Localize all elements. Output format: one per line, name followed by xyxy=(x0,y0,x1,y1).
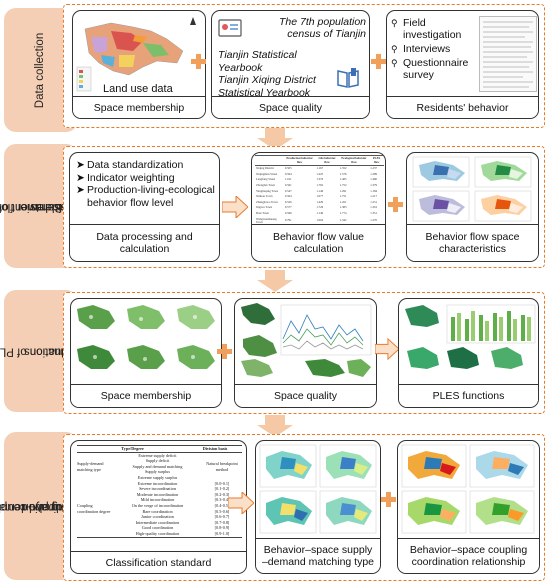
matching-type-caption: Behavior–space supply –demand matching ty… xyxy=(256,538,380,573)
land-use-label: Land use data xyxy=(103,83,173,95)
coupling-caption: Behavior–space coupling coordination rela… xyxy=(398,538,539,573)
land-maps-grid xyxy=(77,305,215,369)
behavior-flow-maps xyxy=(412,156,532,222)
card-space-quality: The 7th population census of Tianjin Tia… xyxy=(211,10,370,119)
data-processing-caption: Data processing and calculation xyxy=(70,224,219,261)
card-space-quality-charts: Space quality xyxy=(234,298,377,408)
space-quality-caption: Space quality xyxy=(235,384,376,407)
census-certificate-icon xyxy=(218,19,242,37)
land-use-map xyxy=(76,17,196,92)
search-icon: ⚲ xyxy=(391,44,398,54)
down-arrow-icon xyxy=(257,270,293,292)
ples-maps-bars xyxy=(405,304,536,369)
quality-line-chart xyxy=(241,303,372,377)
plus-icon xyxy=(191,54,206,69)
plus-icon xyxy=(388,197,403,212)
card-matching-type: Behavior–space supply –demand matching ty… xyxy=(255,440,381,574)
steps-list: ➤ Data standardization ➤ Indicator weighti… xyxy=(76,159,215,209)
card-ples-functions: PLES functions xyxy=(398,298,539,408)
plus-icon xyxy=(217,344,232,359)
stage-label: Data collection xyxy=(34,32,47,108)
coupling-maps xyxy=(401,444,535,534)
space-membership-caption: Space membership xyxy=(73,96,205,118)
card-data-processing: ➤ Data standardization ➤ Indicator weighti… xyxy=(69,152,220,262)
yearbook-labels: Tianjin Statistical Yearbook Tianjin Xiq… xyxy=(218,49,316,99)
card-classification: Type/Degree Division basis Supply-demand … xyxy=(70,440,247,574)
classification-table: Type/Degree Division basis Supply-demand … xyxy=(77,445,242,538)
down-arrow-icon xyxy=(257,128,293,150)
right-arrow-icon xyxy=(228,492,254,514)
card-residents-behavior: ⚲ Field investigation ⚲ Interviews ⚲ Questi… xyxy=(386,10,539,119)
card-land-use: Land use data Space membership xyxy=(72,10,206,119)
ples-functions-caption: PLES functions xyxy=(399,384,538,407)
card-space-membership-maps: Space membership xyxy=(70,298,222,408)
card-coupling-relationship: Behavior–space coupling coordination rela… xyxy=(397,440,540,574)
space-membership-caption: Space membership xyxy=(71,384,221,407)
stage-label: Behavior flow measurement of residents xyxy=(0,200,83,213)
search-icon: ⚲ xyxy=(391,18,398,28)
residents-behavior-caption: Residents' behavior xyxy=(387,96,538,118)
down-arrow-icon xyxy=(257,415,293,437)
classification-caption: Classification standard xyxy=(71,551,246,573)
card-behavior-space: Behavior flow space characteristics xyxy=(406,152,539,262)
right-arrow-icon xyxy=(222,196,248,218)
space-quality-caption: Space quality xyxy=(212,96,369,118)
census-label: The 7th population census of Tianjin xyxy=(279,16,366,40)
behavior-flow-table: Production behavior flow Life behavior fl… xyxy=(255,155,384,227)
book-icon xyxy=(337,68,359,88)
card-behavior-value: Production behavior flow Life behavior fl… xyxy=(251,152,386,262)
behavior-space-caption: Behavior flow space characteristics xyxy=(407,224,538,261)
search-icon: ⚲ xyxy=(391,58,398,68)
matching-type-maps xyxy=(259,444,377,534)
behavior-value-caption: Behavior flow value calculation xyxy=(252,224,385,261)
questionnaire-thumbnail xyxy=(479,16,537,92)
plus-icon xyxy=(371,54,386,69)
right-arrow-icon xyxy=(375,337,399,361)
survey-list: ⚲ Field investigation ⚲ Interviews ⚲ Questi… xyxy=(391,17,469,81)
plus-icon xyxy=(381,492,396,507)
